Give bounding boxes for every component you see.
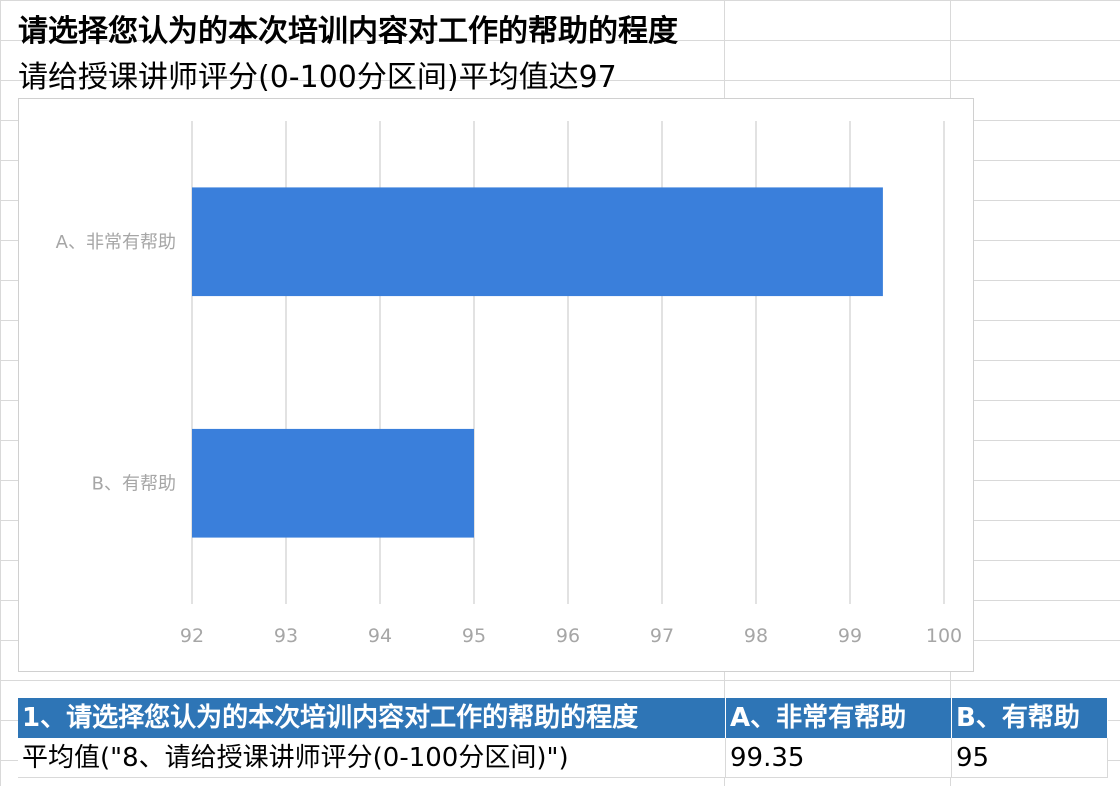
bar-chart-svg: 92 93 94 95 96 97 98 99 100 A、非常有帮助 B、有帮助 — [56, 121, 962, 647]
bar-chart[interactable]: 92 93 94 95 96 97 98 99 100 A、非常有帮助 B、有帮助 — [18, 98, 974, 672]
table-header-row: 1、请选择您认为的本次培训内容对工作的帮助的程度 A、非常有帮助 B、有帮助 — [18, 698, 1108, 738]
category-label: A、非常有帮助 — [56, 232, 176, 253]
x-tick-label: 97 — [650, 625, 674, 647]
table-header-option-a[interactable]: A、非常有帮助 — [726, 698, 952, 738]
x-tick-label: 98 — [744, 625, 768, 647]
table-cell-metric[interactable]: 平均值("8、请给授课讲师评分(0-100分区间)") — [18, 738, 726, 778]
table-header-question[interactable]: 1、请选择您认为的本次培训内容对工作的帮助的程度 — [18, 698, 726, 738]
x-tick-label: 99 — [838, 625, 862, 647]
x-tick-label: 92 — [180, 625, 204, 647]
data-table: 1、请选择您认为的本次培训内容对工作的帮助的程度 A、非常有帮助 B、有帮助 平… — [18, 698, 1108, 778]
table-row: 平均值("8、请给授课讲师评分(0-100分区间)") 99.35 95 — [18, 738, 1108, 778]
category-label: B、有帮助 — [92, 473, 176, 494]
table-header-option-b[interactable]: B、有帮助 — [952, 698, 1108, 738]
bar-option-b[interactable] — [192, 428, 474, 538]
x-tick-label: 95 — [462, 625, 486, 647]
x-tick-label: 100 — [926, 625, 962, 647]
x-tick-label: 96 — [556, 625, 580, 647]
table-cell-value-b[interactable]: 95 — [952, 738, 1108, 778]
table-cell-value-a[interactable]: 99.35 — [726, 738, 952, 778]
sheet-title[interactable]: 请选择您认为的本次培训内容对工作的帮助的程度 — [18, 14, 678, 49]
sheet-subtitle[interactable]: 请给授课讲师评分(0-100分区间)平均值达97 — [18, 60, 617, 95]
x-tick-label: 94 — [368, 625, 392, 647]
x-tick-label: 93 — [274, 625, 298, 647]
bar-option-a[interactable] — [192, 187, 883, 297]
